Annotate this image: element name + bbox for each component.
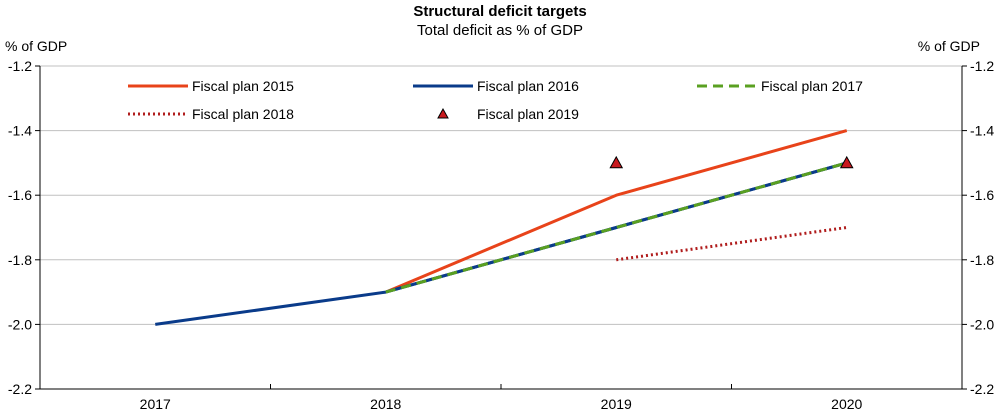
legend-item-fiscal-plan-2016: Fiscal plan 2016 bbox=[413, 78, 579, 94]
y-tick-label-right: -1.4 bbox=[970, 123, 994, 139]
x-tick-label: 2019 bbox=[601, 396, 632, 411]
y-tick-label-left: -1.8 bbox=[8, 252, 32, 268]
legend-item-fiscal-plan-2019: Fiscal plan 2019 bbox=[437, 106, 579, 122]
y-axis-unit-left: % of GDP bbox=[5, 38, 67, 54]
legend-item-fiscal-plan-2018-label: Fiscal plan 2018 bbox=[192, 106, 294, 122]
legend-item-fiscal-plan-2015: Fiscal plan 2015 bbox=[128, 78, 294, 94]
legend-item-fiscal-plan-2017: Fiscal plan 2017 bbox=[697, 78, 863, 94]
series-fiscal-plan-2015-line bbox=[385, 129, 848, 294]
legend-item-fiscal-plan-2016-label: Fiscal plan 2016 bbox=[477, 78, 579, 94]
series-layer bbox=[155, 129, 854, 326]
x-tick-label: 2017 bbox=[140, 396, 171, 411]
y-tick-label-left: -1.2 bbox=[8, 58, 32, 74]
series-fiscal-plan-2019-point bbox=[609, 155, 624, 169]
legend-item-fiscal-plan-2015-label: Fiscal plan 2015 bbox=[192, 78, 294, 94]
y-tick-label-right: -2.0 bbox=[970, 316, 994, 332]
y-tick-label-left: -1.6 bbox=[8, 187, 32, 203]
legend-item-fiscal-plan-2019-label: Fiscal plan 2019 bbox=[477, 106, 579, 122]
series-fiscal-plan-2017 bbox=[385, 161, 848, 294]
series-fiscal-plan-2015 bbox=[385, 129, 848, 294]
x-tick-label: 2018 bbox=[370, 396, 401, 411]
legend: Fiscal plan 2015 Fiscal plan 2016 Fiscal p… bbox=[128, 78, 863, 122]
gridlines bbox=[40, 65, 962, 325]
series-fiscal-plan-2018-line bbox=[616, 226, 847, 262]
y-tick-label-right: -1.2 bbox=[970, 58, 994, 74]
y-tick-label-right: -1.6 bbox=[970, 187, 994, 203]
series-fiscal-plan-2018 bbox=[616, 226, 847, 262]
series-fiscal-plan-2019 bbox=[609, 155, 854, 169]
legend-item-fiscal-plan-2017-label: Fiscal plan 2017 bbox=[761, 78, 863, 94]
y-tick-label-right: -2.2 bbox=[970, 381, 994, 397]
y-tick-label-right: -1.8 bbox=[970, 252, 994, 268]
y-axis-unit-right: % of GDP bbox=[918, 38, 980, 54]
x-tick-label: 2020 bbox=[831, 396, 862, 411]
series-fiscal-plan-2019-point bbox=[839, 155, 854, 169]
legend-item-fiscal-plan-2019-swatch bbox=[437, 107, 449, 119]
axes: -1.2 -1.2 -1.4 -1.4 -1.6 -1.6 -1.8 -1.8 -2.0 -2.0… bbox=[8, 58, 994, 411]
y-tick-label-left: -1.4 bbox=[8, 123, 32, 139]
legend-item-fiscal-plan-2018: Fiscal plan 2018 bbox=[128, 106, 294, 122]
y-tick-label-left: -2.0 bbox=[8, 316, 32, 332]
series-fiscal-plan-2017-underlay bbox=[385, 161, 848, 294]
chart-subtitle: Total deficit as % of GDP bbox=[417, 22, 583, 39]
chart-title: Structural deficit targets bbox=[413, 3, 586, 20]
y-tick-label-left: -2.2 bbox=[8, 381, 32, 397]
